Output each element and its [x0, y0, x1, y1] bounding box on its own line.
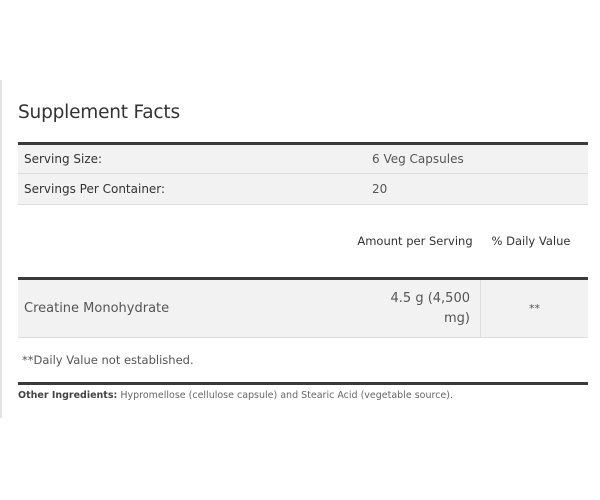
left-border	[0, 80, 2, 418]
table-header: Amount per Serving % Daily Value	[18, 205, 588, 277]
servings-per-container-label: Servings Per Container:	[24, 182, 166, 196]
table-row: Creatine Monohydrate 4.5 g (4,500 mg) **	[18, 280, 588, 338]
ingredient-name: Creatine Monohydrate	[24, 301, 170, 316]
divider	[18, 277, 588, 280]
other-ingredients-text: Hypromellose (cellulose capsule) and Ste…	[117, 390, 453, 401]
divider	[18, 142, 588, 145]
footnote: **Daily Value not established.	[22, 353, 194, 367]
ingredient-amount-text: 4.5 g (4,500 mg)	[390, 290, 470, 326]
other-ingredients-label: Other Ingredients:	[18, 390, 118, 401]
page-title: Supplement Facts	[18, 102, 180, 123]
ingredient-daily-value: **	[529, 302, 540, 315]
other-ingredients: Other Ingredients: Hypromellose (cellulo…	[18, 390, 453, 401]
divider	[18, 382, 588, 385]
serving-size-row: Serving Size: 6 Veg Capsules	[18, 145, 588, 174]
servings-per-container-row: Servings Per Container: 20	[18, 174, 588, 205]
supplement-facts-table: Serving Size: 6 Veg Capsules Servings Pe…	[18, 142, 588, 385]
serving-size-label: Serving Size:	[24, 152, 103, 166]
ingredient-amount: 4.5 g (4,500 mg)	[362, 280, 481, 337]
serving-size-value: 6 Veg Capsules	[372, 152, 464, 166]
servings-per-container-value: 20	[372, 182, 388, 196]
daily-value-header: % Daily Value	[491, 234, 571, 248]
amount-header: Amount per Serving	[357, 234, 473, 248]
